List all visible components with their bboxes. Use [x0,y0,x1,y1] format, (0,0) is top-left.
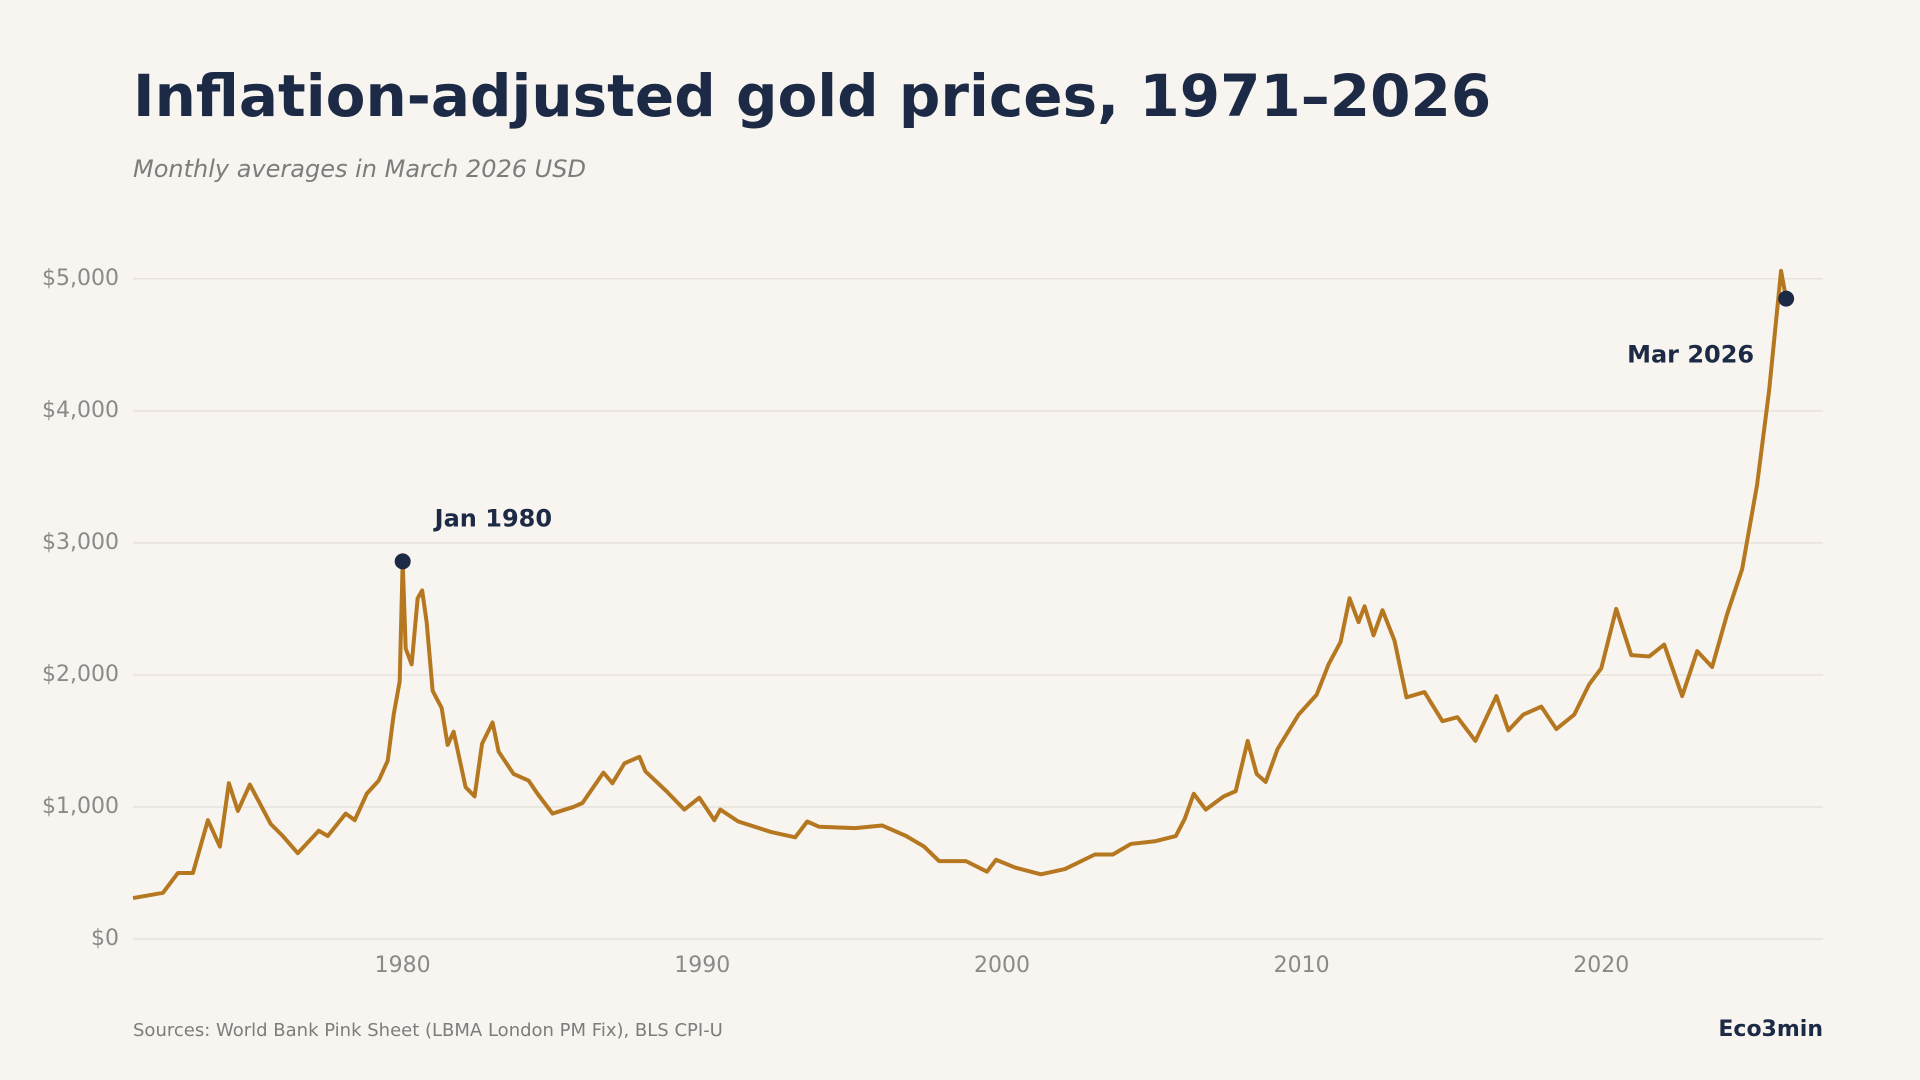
x-tick-label: 2010 [1274,953,1330,978]
x-tick-label: 1990 [674,953,730,978]
source: Sources: World Bank Pink Sheet (LBMA Lon… [133,1020,723,1041]
y-tick-label: $0 [91,926,119,951]
y-tick-label: $4,000 [42,398,119,423]
y-tick-label: $3,000 [42,530,119,555]
chart-subtitle: Monthly averages in March 2026 USD [133,155,586,183]
annotation-dot [1778,290,1795,307]
y-tick-label: $2,000 [42,662,119,687]
x-tick-label: 2000 [974,953,1030,978]
annotation-dot [394,553,411,570]
price-line [132,268,1789,901]
annotation-label: Jan 1980 [433,504,552,532]
chart-title: Inflation-adjusted gold prices, 1971–202… [133,62,1491,130]
brand: Eco3min [1718,1017,1823,1042]
annotation-label: Mar 2026 [1627,341,1754,369]
y-tick-label: $5,000 [42,266,119,291]
x-tick-label: 1980 [375,953,431,978]
y-tick-label: $1,000 [42,794,119,819]
x-tick-label: 2020 [1573,953,1629,978]
